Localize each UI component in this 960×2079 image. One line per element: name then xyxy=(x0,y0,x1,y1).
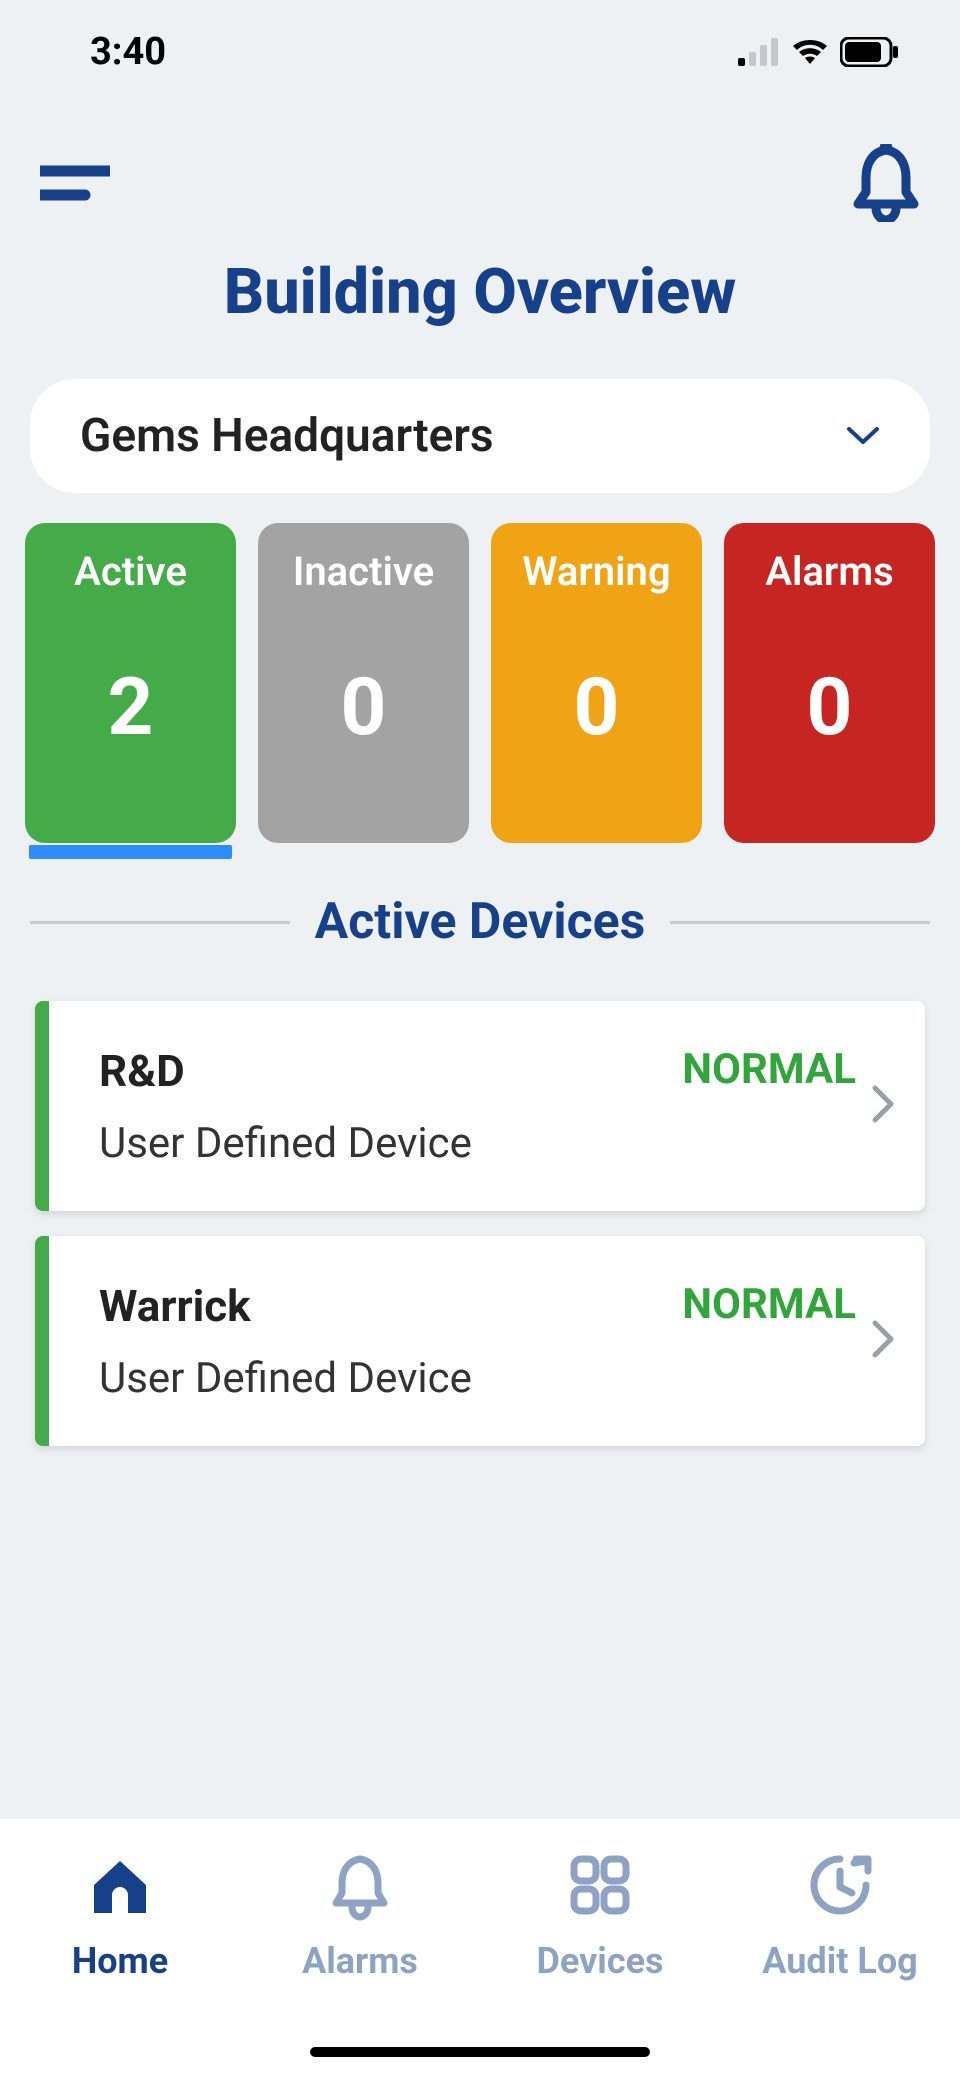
bottom-nav: Home Alarms Devices Audit Log xyxy=(0,1819,960,2079)
nav-item-audit-log[interactable]: Audit Log xyxy=(730,1849,950,1982)
status-tile-warning[interactable]: Warning 0 xyxy=(491,523,702,843)
menu-button[interactable] xyxy=(40,163,110,207)
status-tile-alarms[interactable]: Alarms 0 xyxy=(724,523,935,843)
tile-label: Inactive xyxy=(268,548,459,595)
tile-label: Active xyxy=(35,548,226,595)
device-card[interactable]: WarrickNORMALUser Defined Device xyxy=(35,1236,925,1446)
status-time: 3:40 xyxy=(90,30,166,74)
status-indicators xyxy=(738,37,900,67)
battery-icon xyxy=(840,37,900,67)
notifications-button[interactable] xyxy=(852,144,920,226)
chevron-down-icon xyxy=(846,426,880,446)
home-indicator xyxy=(310,2047,650,2057)
status-tiles: Active 2 Inactive 0 Warning 0 Alarms 0 xyxy=(0,523,960,843)
status-tile-active[interactable]: Active 2 xyxy=(25,523,236,843)
app-header xyxy=(0,94,960,256)
device-type: User Defined Device xyxy=(99,1354,856,1403)
device-status: NORMAL xyxy=(682,1280,856,1329)
status-tile-inactive[interactable]: Inactive 0 xyxy=(258,523,469,843)
tile-count: 2 xyxy=(35,660,226,754)
section-divider: Active Devices xyxy=(30,893,930,951)
wifi-icon xyxy=(790,37,830,67)
home-icon xyxy=(84,1849,156,1925)
tile-count: 0 xyxy=(734,660,925,754)
cellular-icon xyxy=(738,38,780,66)
device-accent xyxy=(35,1236,49,1446)
chevron-right-icon xyxy=(871,1319,895,1363)
nav-item-home[interactable]: Home xyxy=(10,1849,230,1982)
device-accent xyxy=(35,1001,49,1211)
divider-line xyxy=(30,921,290,924)
bell-icon xyxy=(852,144,920,222)
tile-count: 0 xyxy=(501,660,692,754)
nav-label: Audit Log xyxy=(762,1940,917,1982)
building-select-label: Gems Headquarters xyxy=(80,409,494,463)
nav-label: Alarms xyxy=(302,1940,418,1982)
nav-item-devices[interactable]: Devices xyxy=(490,1849,710,1982)
device-type: User Defined Device xyxy=(99,1119,856,1168)
section-title: Active Devices xyxy=(315,893,646,951)
status-bar: 3:40 xyxy=(0,0,960,94)
tile-label: Warning xyxy=(501,548,692,595)
nav-item-alarms[interactable]: Alarms xyxy=(250,1849,470,1982)
device-status: NORMAL xyxy=(682,1045,856,1094)
tile-label: Alarms xyxy=(734,548,925,595)
nav-label: Devices xyxy=(536,1940,663,1982)
chevron-right-icon xyxy=(871,1084,895,1128)
divider-line xyxy=(670,921,930,924)
device-list: R&DNORMALUser Defined DeviceWarrickNORMA… xyxy=(0,1001,960,1446)
page-title: Building Overview xyxy=(0,256,960,329)
grid-icon xyxy=(564,1849,636,1925)
menu-icon xyxy=(40,163,110,203)
clock-icon xyxy=(804,1849,876,1925)
device-card[interactable]: R&DNORMALUser Defined Device xyxy=(35,1001,925,1211)
bell-icon xyxy=(324,1849,396,1925)
tile-count: 0 xyxy=(268,660,459,754)
nav-label: Home xyxy=(72,1940,168,1982)
building-select[interactable]: Gems Headquarters xyxy=(30,379,930,493)
